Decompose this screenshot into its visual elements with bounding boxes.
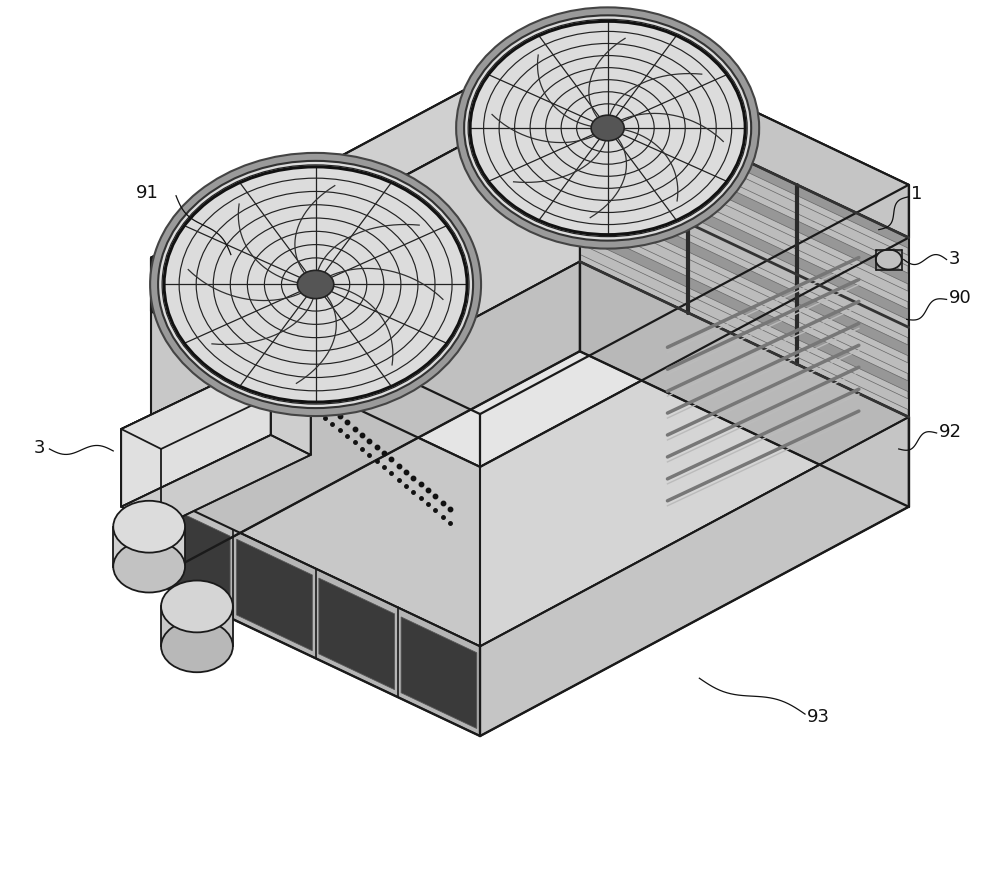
Text: 91: 91 [136,183,159,202]
Polygon shape [151,312,480,647]
Polygon shape [151,491,480,736]
Polygon shape [580,119,909,285]
Polygon shape [580,101,909,267]
Polygon shape [480,186,909,468]
Polygon shape [237,540,312,651]
Ellipse shape [150,154,481,416]
Polygon shape [580,155,909,321]
Polygon shape [113,527,185,567]
Polygon shape [319,579,395,690]
Polygon shape [121,358,271,507]
Ellipse shape [297,271,334,299]
Text: 90: 90 [949,289,971,307]
Polygon shape [121,358,311,449]
Text: 93: 93 [807,707,830,726]
Ellipse shape [161,580,233,633]
Ellipse shape [158,162,473,408]
Polygon shape [580,209,909,375]
Polygon shape [151,262,580,580]
Ellipse shape [464,17,751,242]
Polygon shape [151,30,580,312]
Polygon shape [154,501,230,612]
Polygon shape [401,617,477,729]
Ellipse shape [113,501,185,553]
Polygon shape [121,358,271,429]
Polygon shape [580,136,909,303]
Polygon shape [580,244,909,410]
Polygon shape [580,30,909,238]
Polygon shape [580,262,909,507]
Polygon shape [580,83,909,418]
Polygon shape [121,429,161,507]
Ellipse shape [113,541,185,593]
Polygon shape [580,190,909,356]
Ellipse shape [161,620,233,673]
Polygon shape [151,30,909,415]
Polygon shape [580,83,909,249]
Ellipse shape [876,250,902,270]
Text: 3: 3 [949,249,960,268]
Polygon shape [151,83,909,468]
Polygon shape [580,227,909,393]
Text: 92: 92 [939,422,962,441]
Polygon shape [121,435,311,527]
Text: 3: 3 [33,439,45,456]
Polygon shape [151,83,580,491]
Polygon shape [480,238,909,647]
Polygon shape [271,358,311,455]
Ellipse shape [456,9,759,249]
Polygon shape [151,258,480,468]
Text: 1: 1 [911,184,922,202]
Polygon shape [480,418,909,736]
Ellipse shape [591,116,624,142]
Polygon shape [161,607,233,647]
Polygon shape [580,173,909,339]
